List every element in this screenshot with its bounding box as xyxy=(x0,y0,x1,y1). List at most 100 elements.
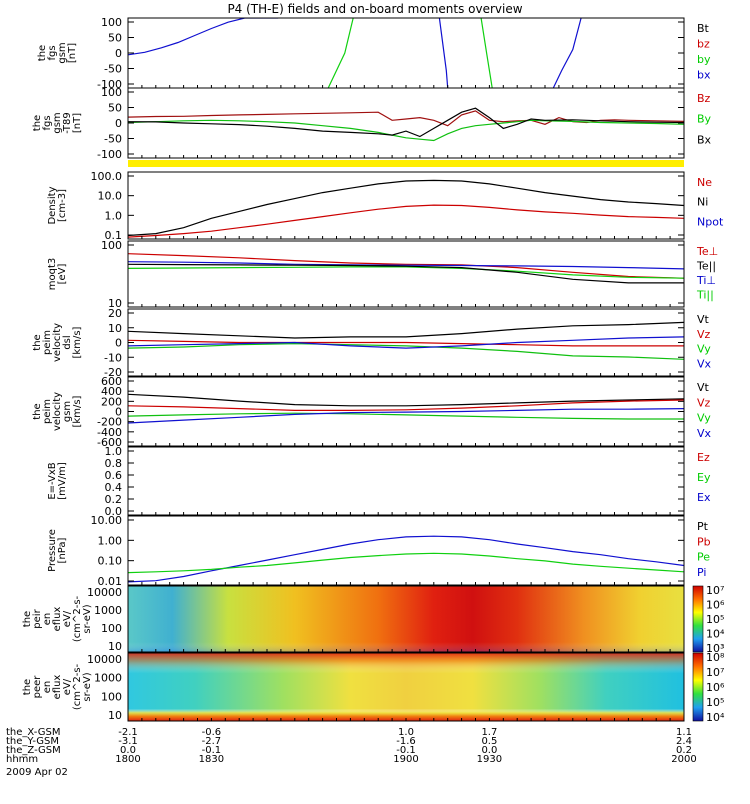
y-axis-label: eV/ xyxy=(62,678,73,695)
y-axis-label: sr-eV) xyxy=(82,672,93,701)
y-axis-label: the xyxy=(32,403,43,419)
y-axis-label: sr-eV) xyxy=(82,604,93,633)
time-axis-value: 1930 xyxy=(477,754,502,765)
y-tick-label: 0 xyxy=(115,117,122,130)
panel-frame xyxy=(127,171,685,240)
y-tick-label: 10 xyxy=(108,640,122,653)
legend-label: Pb xyxy=(697,535,711,548)
legend-label: Vy xyxy=(697,412,711,425)
y-tick-label: 0.0 xyxy=(105,505,123,518)
legend-label: Ex xyxy=(697,491,711,504)
time-axis-value: 1830 xyxy=(199,754,224,765)
y-axis-label: peim xyxy=(42,399,53,424)
panel-series-group xyxy=(128,253,684,284)
y-tick-label: 100 xyxy=(101,16,122,29)
time-axis-row-label: the_Y-GSM xyxy=(6,736,59,747)
y-tick-label: 0.2 xyxy=(105,493,123,506)
colorbar-tick-label: 10³ xyxy=(706,642,724,655)
y-tick-label: 1000 xyxy=(94,604,122,617)
y-tick-label: 1.0 xyxy=(105,209,123,222)
y-tick-label: -10 xyxy=(104,351,122,364)
y-tick-label: -100 xyxy=(97,78,122,91)
y-axis-label: the xyxy=(32,334,43,350)
electron-spectrogram-shade xyxy=(128,653,684,721)
time-axis-value: -0.1 xyxy=(396,745,416,756)
y-axis-label: gsm xyxy=(52,112,63,133)
legend-label: Vt xyxy=(697,381,710,394)
series-Pi xyxy=(128,535,684,583)
time-axis-row-label: the_Z-GSM xyxy=(6,745,61,756)
legend-label: Bx xyxy=(697,133,712,146)
time-axis-value: -0.1 xyxy=(202,745,222,756)
time-axis-value: 2000 xyxy=(671,754,696,765)
panel-series-group xyxy=(128,535,684,583)
y-tick-label: -50 xyxy=(104,63,122,76)
y-axis-label: [km/s] xyxy=(72,326,83,358)
y-tick-label: 100 xyxy=(101,690,122,703)
series-Bx xyxy=(128,107,684,138)
series-Vz xyxy=(128,399,684,411)
y-tick-label: 1000 xyxy=(94,672,122,685)
legend-label: Vy xyxy=(697,343,711,356)
y-axis-label: peer xyxy=(32,675,43,699)
series-bx xyxy=(438,18,449,88)
series-by xyxy=(327,18,354,88)
time-axis-value: 0.5 xyxy=(481,736,497,747)
colorbar-tick-label: 10⁶ xyxy=(706,681,725,694)
y-tick-label: 100 xyxy=(101,239,122,252)
y-tick-label: 0.10 xyxy=(98,555,123,568)
colorbar-tick-label: 10⁴ xyxy=(706,711,725,724)
time-axis-value: 2.4 xyxy=(676,736,692,747)
y-axis-label: en xyxy=(42,613,53,626)
y-axis-label: eflux xyxy=(52,607,63,632)
y-tick-label: 600 xyxy=(101,375,122,388)
y-tick-label: 10000 xyxy=(87,653,122,666)
y-axis-label: eV/ xyxy=(62,610,73,627)
y-tick-label: -20 xyxy=(104,366,122,379)
panel-series-group xyxy=(128,18,582,88)
time-axis-value: -2.7 xyxy=(202,736,222,747)
time-axis-value: -2.1 xyxy=(118,727,138,738)
y-tick-label: 10 xyxy=(108,322,122,335)
time-axis-row-label: hhmm xyxy=(6,754,38,765)
y-axis-label: the xyxy=(32,115,43,131)
series-Vz xyxy=(128,339,684,347)
y-axis-label: Pressure xyxy=(47,529,58,572)
y-axis-label: peim xyxy=(42,330,53,355)
series-Te⊥ xyxy=(128,253,684,279)
y-tick-label: -50 xyxy=(104,133,122,146)
time-axis-value: -1.6 xyxy=(396,736,416,747)
y-tick-label: 1.0 xyxy=(105,445,123,458)
legend-label: Te⊥ xyxy=(696,245,718,258)
y-tick-label: 0 xyxy=(115,406,122,419)
y-tick-label: 10 xyxy=(108,297,122,310)
y-tick-label: 0 xyxy=(115,337,122,350)
y-axis-label: the xyxy=(37,45,48,61)
colorbar-tick-label: 10⁶ xyxy=(706,599,725,612)
y-tick-label: 10.00 xyxy=(91,514,123,527)
y-axis-label: [eV] xyxy=(57,264,68,285)
y-tick-label: 50 xyxy=(108,102,122,115)
y-axis-label: [nPa] xyxy=(57,537,68,563)
legend-label: Ey xyxy=(697,471,711,484)
panel-series-group xyxy=(128,321,684,360)
colorbar xyxy=(692,652,704,722)
time-axis-value: -0.6 xyxy=(202,727,222,738)
y-axis-label: gsm xyxy=(57,42,68,63)
y-axis-label: the xyxy=(22,611,33,627)
mode-bar xyxy=(128,160,684,167)
colorbar-tick-label: 10⁸ xyxy=(706,651,725,664)
y-tick-label: -200 xyxy=(97,416,122,429)
y-axis-label: (cm^2-s- xyxy=(72,663,83,710)
y-axis-label: en xyxy=(42,681,53,694)
y-axis-label: E=-VxB xyxy=(47,462,58,499)
series-Ni xyxy=(128,179,684,237)
time-axis-value: 1.7 xyxy=(481,727,497,738)
date-label: 2009 Apr 02 xyxy=(6,767,68,778)
time-axis-value: 1.0 xyxy=(398,727,414,738)
y-axis-label: [mV/m] xyxy=(57,462,68,500)
time-axis-value: 1900 xyxy=(393,754,418,765)
y-axis-label: peir xyxy=(32,608,43,628)
y-tick-label: 50 xyxy=(108,32,122,45)
series-Ti⊥ xyxy=(128,261,684,270)
